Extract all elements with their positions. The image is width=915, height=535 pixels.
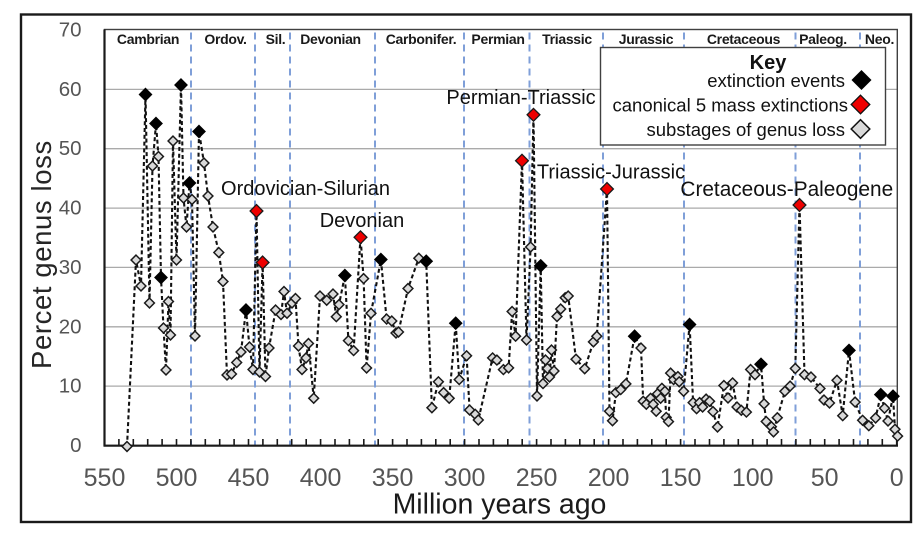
svg-text:Cambrian: Cambrian (117, 31, 179, 47)
svg-text:Cretaceous-Paleogene: Cretaceous-Paleogene (680, 178, 893, 201)
svg-text:Neo.: Neo. (865, 31, 894, 47)
svg-text:10: 10 (59, 375, 82, 398)
svg-text:Percet genus loss: Percet genus loss (26, 140, 57, 369)
svg-text:canonical 5 mass extinctions: canonical 5 mass extinctions (613, 95, 848, 116)
svg-text:70: 70 (59, 19, 82, 42)
svg-text:350: 350 (372, 464, 414, 492)
svg-text:Permian: Permian (471, 31, 524, 47)
svg-text:Permian-Triassic: Permian-Triassic (446, 87, 595, 109)
svg-text:300: 300 (444, 464, 486, 492)
svg-text:substages of genus loss: substages of genus loss (647, 119, 846, 140)
svg-text:Devonian: Devonian (300, 31, 361, 47)
svg-text:550: 550 (84, 464, 126, 492)
svg-text:Sil.: Sil. (266, 31, 286, 47)
svg-text:Ordov.: Ordov. (204, 31, 246, 47)
svg-text:0: 0 (70, 434, 81, 457)
svg-text:Paleog.: Paleog. (799, 31, 847, 47)
svg-text:Carbonifer.: Carbonifer. (386, 31, 457, 47)
svg-text:30: 30 (59, 256, 82, 279)
svg-text:60: 60 (59, 78, 82, 101)
svg-text:400: 400 (300, 464, 342, 492)
svg-text:50: 50 (59, 137, 82, 160)
svg-text:Cretaceous: Cretaceous (707, 31, 781, 47)
svg-text:50: 50 (811, 464, 839, 492)
svg-text:20: 20 (59, 315, 82, 338)
svg-text:Jurassic: Jurassic (619, 31, 674, 47)
svg-text:200: 200 (588, 464, 630, 492)
svg-text:Triassic: Triassic (542, 31, 592, 47)
svg-text:500: 500 (156, 464, 198, 492)
svg-text:Million years ago: Million years ago (393, 489, 607, 521)
svg-text:Key: Key (750, 52, 788, 74)
svg-text:0: 0 (890, 464, 904, 492)
svg-text:40: 40 (59, 197, 82, 220)
svg-text:Triassic-Jurassic: Triassic-Jurassic (537, 162, 685, 184)
svg-text:extinction events: extinction events (707, 70, 845, 91)
svg-text:100: 100 (732, 464, 774, 492)
svg-text:250: 250 (516, 464, 558, 492)
svg-text:Ordovician-Silurian: Ordovician-Silurian (221, 178, 390, 200)
svg-text:150: 150 (660, 464, 702, 492)
svg-text:450: 450 (228, 464, 270, 492)
svg-text:Devonian: Devonian (320, 210, 405, 232)
